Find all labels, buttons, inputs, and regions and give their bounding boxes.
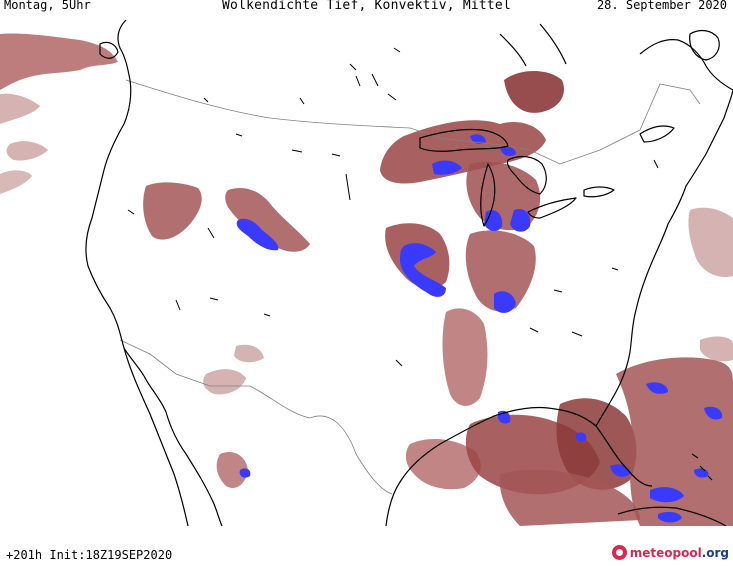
map-title: Wolkendichte Tief, Konvektiv, Mittel [222,0,511,13]
convective-cell [658,511,682,523]
cloud-area-yucatan [499,469,640,526]
meteopool-logo-icon [611,545,627,560]
cloud-layer [0,33,733,526]
cloud-area-atlantic-east [688,207,733,362]
lake-erie [527,197,577,219]
us-canada-border [125,79,701,165]
cloud-area-texas-gulf [405,438,481,490]
convective-cell [575,432,587,442]
brand-text: meteopool.org [630,546,729,560]
convective-cell [650,487,684,503]
atlantic-coastline [635,89,733,311]
convective-cell [500,146,516,156]
political-borders [119,79,701,495]
brand-main: meteopool [629,545,702,560]
small-lakes [127,47,659,367]
gulf-of-california-coast [143,375,223,526]
model-run-info: +201h Init:18Z19SEP2020 [6,548,173,562]
cloud-area-atlantic-se [616,357,733,526]
convective-cell [494,291,516,313]
brand-suffix: .org [701,545,729,560]
cuba-coastline [617,506,727,526]
quebec-coast [639,39,733,91]
cloud-area-rockies-east [225,187,310,252]
bahamas [691,453,713,481]
forecast-day-label: Montag, 5Uhr [4,0,91,12]
convective-cell [470,134,486,144]
cloud-area-mexico-west [216,451,248,489]
convective-cell [510,208,531,232]
baja-coastline [123,347,189,526]
cloud-area-new-mexico [203,344,264,395]
cloud-area-pacific-nw [0,33,118,90]
lake-outline [127,149,351,317]
cloud-area-ontario [504,71,564,113]
cloud-density-map [0,19,733,526]
us-mexico-border [119,339,393,495]
convective-cell [484,209,503,232]
cloud-area-rockies-west [143,182,202,240]
florida-coastline [595,309,637,427]
lake-outline [395,159,659,367]
convective-cell [400,243,446,297]
cloud-area-great-lakes [380,120,546,184]
newfoundland-coast [689,29,720,61]
cloud-area-missouri [465,230,536,312]
convective-cell [239,468,251,478]
cloud-area-pacific-nw-light [0,93,48,161]
hudson-bay-coast [499,23,567,67]
convective-cell [236,218,279,251]
nova-scotia-coast [639,125,675,143]
gulf-coastline [385,406,653,526]
convective-cell [432,160,462,175]
cloud-area-mississippi-strip [442,308,488,406]
lake-superior [419,128,509,152]
vancouver-island [99,41,119,59]
convective-layer [236,134,723,523]
lake-michigan [480,163,496,227]
pacific-coastline [85,19,145,377]
meteopool-brand[interactable]: meteopool.org [611,545,729,560]
convective-cell [646,382,668,394]
convective-cell [704,406,723,420]
coastlines [85,19,733,526]
cloud-area-pacific-streak [0,170,32,194]
forecast-date-label: 28. September 2020 [596,0,727,12]
lake-huron [506,155,547,195]
lake-ontario [583,186,615,198]
lake-outline [203,47,401,137]
